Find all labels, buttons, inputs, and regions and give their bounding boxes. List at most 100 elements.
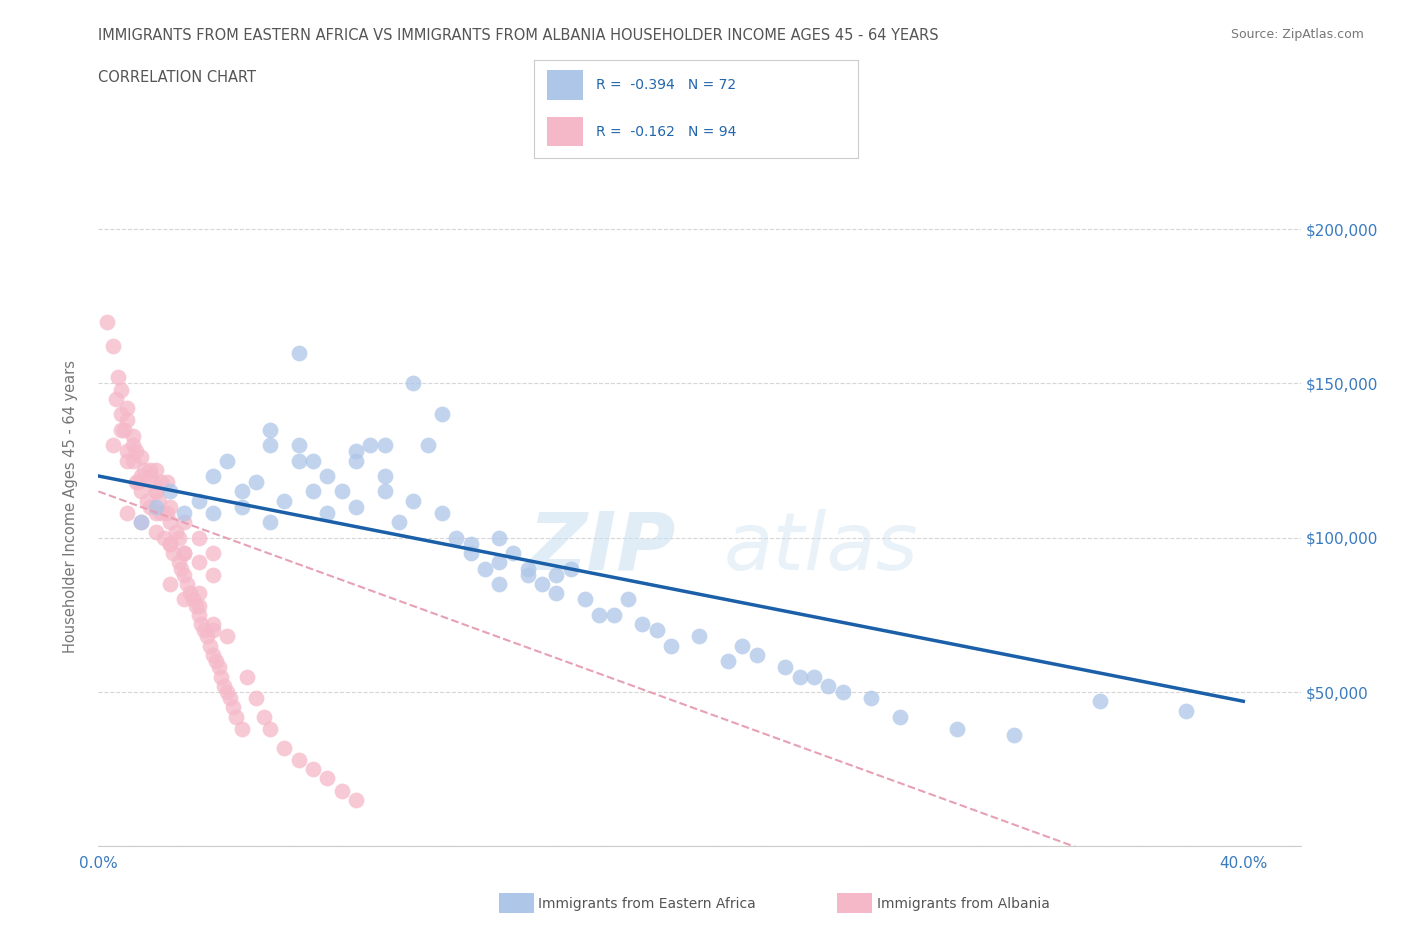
Point (330, 484, 353, 498)
Point (173, 506, 195, 521)
Point (195, 629, 218, 644)
Point (184, 598, 207, 613)
Point (253, 710, 276, 724)
Point (139, 462, 162, 477)
Point (316, 469, 339, 484)
Point (193, 623, 215, 638)
Point (148, 493, 170, 508)
Point (139, 469, 162, 484)
Point (187, 530, 209, 545)
Point (176, 577, 198, 591)
Point (1088, 694, 1111, 709)
Point (173, 515, 195, 530)
Point (1002, 728, 1025, 743)
Point (107, 370, 129, 385)
Point (231, 484, 253, 498)
Point (231, 722, 253, 737)
Point (546, 567, 568, 582)
Point (139, 499, 162, 514)
Point (359, 438, 381, 453)
Y-axis label: Householder Income Ages 45 - 64 years: Householder Income Ages 45 - 64 years (63, 360, 77, 654)
Point (173, 546, 195, 561)
Point (159, 515, 181, 530)
Point (789, 670, 811, 684)
Bar (547, 71, 583, 100)
Text: R =  -0.162   N = 94: R = -0.162 N = 94 (596, 125, 737, 139)
Point (659, 638, 682, 653)
Point (259, 515, 281, 530)
Text: IMMIGRANTS FROM EASTERN AFRICA VS IMMIGRANTS FROM ALBANIA HOUSEHOLDER INCOME AGE: IMMIGRANTS FROM EASTERN AFRICA VS IMMIGR… (98, 28, 939, 43)
Text: atlas: atlas (724, 509, 918, 587)
Point (889, 710, 911, 724)
Point (201, 506, 224, 521)
Point (150, 506, 173, 521)
Point (316, 771, 339, 786)
Point (136, 493, 159, 508)
Point (131, 515, 153, 530)
Point (217, 629, 239, 644)
Point (288, 752, 311, 767)
Point (588, 607, 610, 622)
Point (474, 561, 496, 576)
Point (302, 484, 325, 498)
Text: Immigrants from Albania: Immigrants from Albania (877, 897, 1050, 911)
Point (153, 530, 176, 545)
Point (131, 484, 153, 498)
Point (170, 561, 193, 576)
Point (259, 722, 281, 737)
Point (219, 691, 242, 706)
Point (430, 506, 453, 521)
Point (416, 438, 439, 453)
Point (159, 577, 181, 591)
Point (488, 555, 510, 570)
Point (488, 530, 510, 545)
Point (198, 638, 221, 653)
Point (817, 678, 839, 693)
Point (128, 474, 150, 489)
Point (179, 586, 201, 601)
Point (745, 647, 768, 662)
Point (110, 422, 132, 437)
Point (115, 506, 138, 521)
Point (159, 484, 181, 498)
Text: Source: ZipAtlas.com: Source: ZipAtlas.com (1230, 28, 1364, 41)
Point (150, 474, 173, 489)
Point (187, 598, 209, 613)
Point (222, 700, 245, 715)
Point (131, 450, 153, 465)
Point (131, 469, 153, 484)
Point (173, 546, 195, 561)
Point (167, 555, 190, 570)
Point (502, 546, 524, 561)
Point (516, 567, 538, 582)
Point (488, 577, 510, 591)
Point (803, 670, 825, 684)
Point (187, 555, 209, 570)
Point (302, 762, 325, 777)
Point (112, 422, 135, 437)
Point (162, 546, 184, 561)
Point (245, 474, 267, 489)
Point (101, 339, 124, 353)
Point (402, 376, 425, 391)
Point (145, 484, 167, 498)
Point (115, 401, 138, 416)
Text: ZIP: ZIP (529, 509, 675, 587)
Point (115, 413, 138, 428)
Point (159, 499, 181, 514)
Point (201, 623, 224, 638)
Point (860, 691, 883, 706)
Point (460, 537, 482, 551)
Point (187, 493, 209, 508)
Point (460, 546, 482, 561)
Text: CORRELATION CHART: CORRELATION CHART (98, 70, 256, 85)
Point (115, 444, 138, 458)
Point (444, 530, 467, 545)
Point (273, 493, 295, 508)
Point (104, 392, 127, 406)
Point (516, 561, 538, 576)
Point (214, 678, 236, 693)
Point (145, 525, 167, 539)
Point (121, 438, 143, 453)
Point (602, 607, 624, 622)
